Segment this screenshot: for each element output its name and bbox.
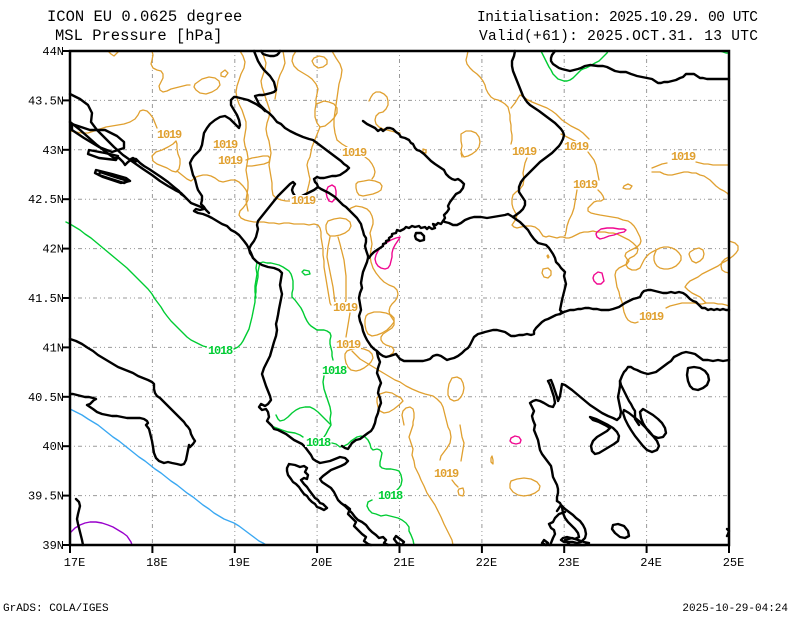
svg-text:23E: 23E — [558, 556, 580, 570]
svg-text:1019: 1019 — [564, 140, 589, 154]
svg-text:41N: 41N — [42, 341, 64, 355]
svg-text:1019: 1019 — [342, 146, 367, 160]
svg-text:ICON EU 0.0625 degree: ICON EU 0.0625 degree — [47, 8, 242, 26]
svg-text:1019: 1019 — [434, 467, 459, 481]
svg-text:1019: 1019 — [336, 338, 361, 352]
svg-text:1019: 1019 — [512, 145, 537, 159]
svg-text:39.5N: 39.5N — [28, 490, 64, 504]
svg-text:21E: 21E — [393, 556, 415, 570]
svg-text:18E: 18E — [146, 556, 168, 570]
svg-text:43.5N: 43.5N — [28, 94, 64, 108]
svg-text:20E: 20E — [311, 556, 333, 570]
svg-text:42.5N: 42.5N — [28, 193, 64, 207]
svg-text:1018: 1018 — [208, 344, 233, 358]
svg-text:1019: 1019 — [639, 310, 664, 324]
svg-text:1019: 1019 — [157, 128, 182, 142]
svg-text:1018: 1018 — [306, 436, 331, 450]
svg-text:39N: 39N — [42, 539, 64, 553]
svg-text:2025-10-29-04:24: 2025-10-29-04:24 — [682, 603, 788, 615]
svg-text:43N: 43N — [42, 144, 64, 158]
svg-text:17E: 17E — [64, 556, 86, 570]
svg-text:Valid(+61): 2025.OCT.31. 13 UT: Valid(+61): 2025.OCT.31. 13 UTC — [479, 29, 758, 45]
svg-text:24E: 24E — [640, 556, 662, 570]
svg-text:1019: 1019 — [218, 154, 243, 168]
svg-text:25E: 25E — [723, 556, 745, 570]
svg-text:1019: 1019 — [291, 194, 316, 208]
svg-text:GrADS: COLA/IGES: GrADS: COLA/IGES — [3, 603, 109, 615]
svg-text:40N: 40N — [42, 440, 64, 454]
svg-text:1019: 1019 — [573, 178, 598, 192]
svg-text:41.5N: 41.5N — [28, 292, 64, 306]
svg-text:42N: 42N — [42, 243, 64, 257]
svg-text:Initialisation: 2025.10.29. 00: Initialisation: 2025.10.29. 00 UTC — [477, 10, 758, 26]
svg-text:1019: 1019 — [213, 138, 238, 152]
svg-text:40.5N: 40.5N — [28, 391, 64, 405]
svg-text:1019: 1019 — [333, 301, 358, 315]
svg-text:44N: 44N — [42, 45, 64, 59]
svg-text:22E: 22E — [476, 556, 498, 570]
svg-text:1018: 1018 — [378, 489, 403, 503]
svg-text:19E: 19E — [228, 556, 250, 570]
svg-text:1018: 1018 — [322, 364, 347, 378]
svg-text:MSL Pressure [hPa]: MSL Pressure [hPa] — [55, 27, 222, 45]
svg-text:1019: 1019 — [671, 150, 696, 164]
